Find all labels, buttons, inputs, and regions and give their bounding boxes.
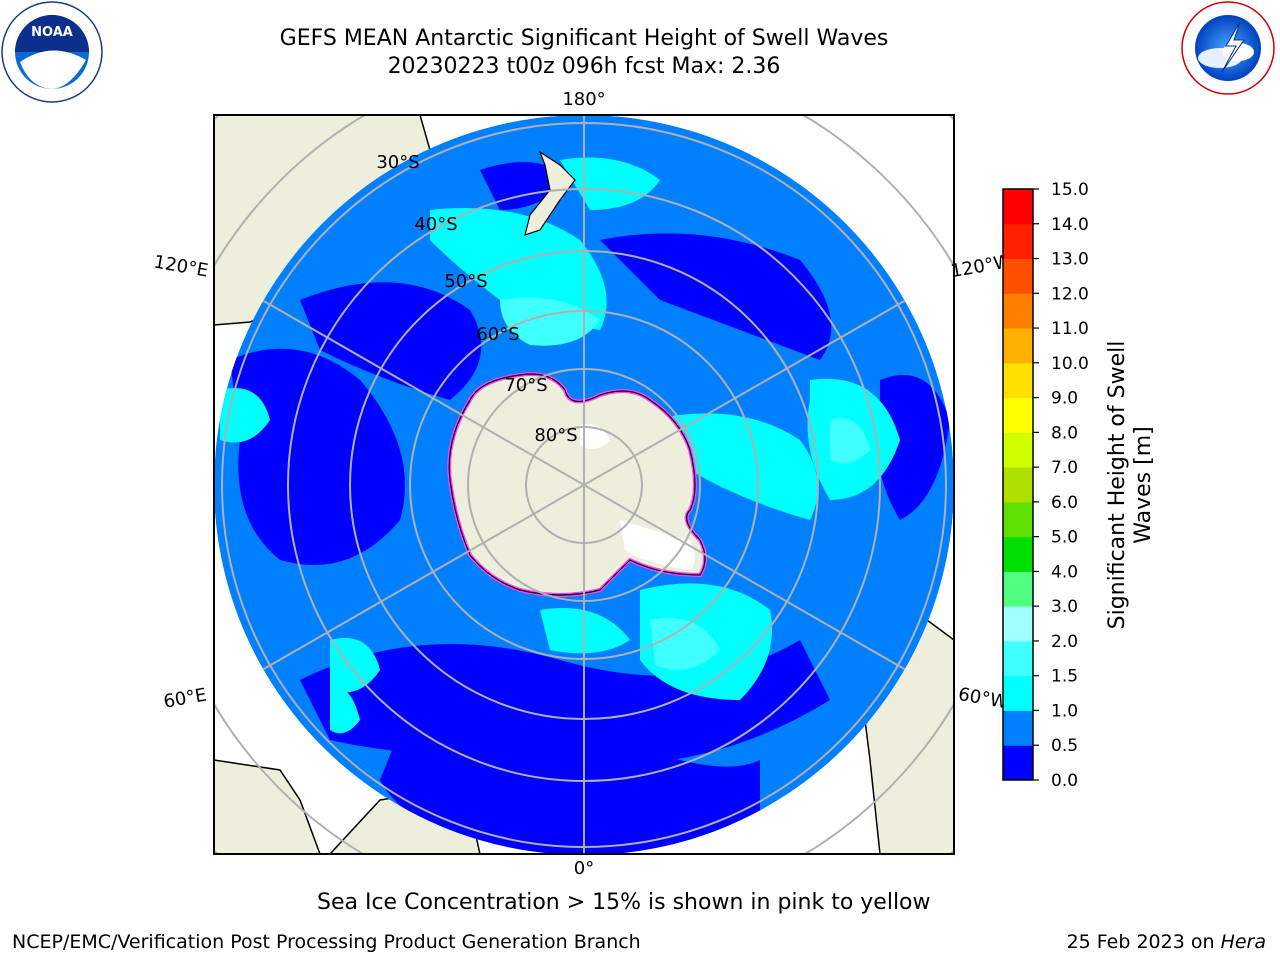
- colorbar: 0.0 0.5 1.0 1.5 2.0 3.0 4.0 5.0 6.0 7.0 8.0 9.0 10.0…: [1002, 180, 1089, 791]
- sea-ice-note: Sea Ice Concentration > 15% is shown in …: [317, 890, 931, 915]
- colorbar-tick-label: 7.0: [1051, 458, 1078, 478]
- colorbar-segment: [1003, 571, 1033, 607]
- colorbar-tick-label: 0.0: [1051, 771, 1078, 791]
- colorbar-segment: [1003, 362, 1033, 399]
- colorbar-tick-label: 9.0: [1051, 389, 1078, 409]
- lon-label-60e: 60°E: [162, 684, 208, 712]
- nws-logo: [1181, 1, 1275, 95]
- colorbar-label-line2: Waves [m]: [1131, 426, 1156, 543]
- footer-branch: NCEP/EMC/Verification Post Processing Pr…: [12, 931, 641, 953]
- colorbar-tick-label: 15.0: [1051, 180, 1089, 200]
- colorbar-tick-label: 10.0: [1051, 354, 1089, 374]
- colorbar-segment: [1003, 467, 1033, 503]
- colorbar-segment: [1003, 745, 1033, 781]
- colorbar-tick-label: 2.0: [1051, 632, 1078, 652]
- colorbar-tick-label: 1.0: [1051, 701, 1078, 721]
- colorbar-segment: [1003, 397, 1033, 433]
- map-frame: [213, 114, 955, 855]
- colorbar-tick-label: 1.5: [1051, 667, 1078, 687]
- colorbar-tick-label: 6.0: [1051, 493, 1078, 513]
- lat-label-50s: 50°S: [444, 271, 487, 292]
- map-area: [214, 115, 954, 854]
- colorbar-segment: [1003, 293, 1033, 329]
- lon-label-60w: 60°W: [957, 684, 1010, 713]
- colorbar-tick-label: 13.0: [1051, 250, 1089, 270]
- colorbar-tick-label: 5.0: [1051, 528, 1078, 548]
- lon-label-180: 180°: [562, 89, 605, 110]
- footer-date: 25 Feb 2023 on Hera: [1067, 931, 1266, 953]
- footer-host: Hera: [1220, 931, 1266, 953]
- colorbar-segment: [1003, 189, 1033, 225]
- lat-label-60s: 60°S: [476, 324, 519, 345]
- colorbar-segment: [1003, 501, 1033, 538]
- footer-date-text: 25 Feb 2023 on: [1066, 931, 1221, 953]
- colorbar-segment: [1003, 606, 1033, 642]
- colorbar-label-line1: Significant Height of Swell: [1105, 341, 1130, 630]
- lat-label-70s: 70°S: [504, 375, 547, 396]
- lat-label-40s: 40°S: [414, 214, 457, 235]
- new-zealand-land: [524, 150, 576, 236]
- colorbar-segment: [1003, 536, 1033, 572]
- colorbar-segment: [1003, 432, 1033, 468]
- colorbar-tick-label: 4.0: [1051, 562, 1078, 582]
- noaa-logo: NOAA: [1, 1, 103, 103]
- madagascar-land: [214, 759, 321, 854]
- lon-label-120e: 120°E: [152, 251, 210, 281]
- lon-label-0: 0°: [574, 858, 594, 879]
- colorbar-tick-label: 0.5: [1051, 736, 1078, 756]
- chart-title: GEFS MEAN Antarctic Significant Height o…: [279, 26, 889, 51]
- colorbar-tick-label: 3.0: [1051, 597, 1078, 617]
- colorbar-segment: [1003, 328, 1033, 364]
- colorbar-frame: [1002, 188, 1034, 781]
- colorbar-tick-label: 11.0: [1051, 319, 1089, 339]
- lat-label-80s: 80°S: [534, 425, 577, 446]
- colorbar-tick-label: 12.0: [1051, 284, 1089, 304]
- colorbar-segment: [1003, 710, 1033, 746]
- colorbar-segment: [1003, 675, 1033, 711]
- chart-subtitle: 20230223 t00z 096h fcst Max: 2.36: [387, 54, 781, 79]
- lat-label-30s: 30°S: [376, 152, 419, 173]
- colorbar-tick-label: 8.0: [1051, 423, 1078, 443]
- colorbar-segment: [1003, 258, 1033, 294]
- colorbar-tick-label: 14.0: [1051, 215, 1089, 235]
- noaa-logo-letters: NOAA: [31, 25, 73, 40]
- colorbar-segment: [1003, 640, 1033, 677]
- colorbar-segment: [1003, 223, 1033, 260]
